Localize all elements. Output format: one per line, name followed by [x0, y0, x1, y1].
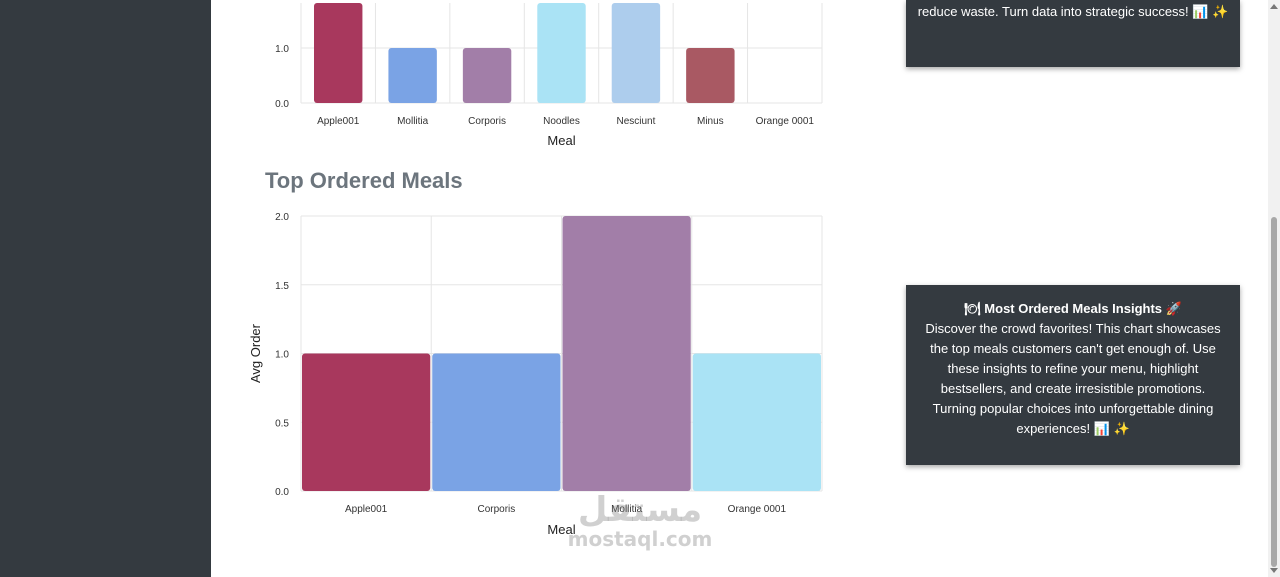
chart0-x-tick-label: Minus [697, 116, 724, 127]
insight-card-top: reduce waste. Turn data into strategic s… [906, 0, 1240, 67]
chart0-x-tick-label: Noodles [543, 116, 580, 127]
chart1-y-tick-label: 0.0 [275, 487, 289, 498]
chart1-y-axis-title: Avg Order [248, 323, 263, 383]
chart1-bar-orange-0001 [692, 353, 821, 491]
chart0-bar-noodles [537, 3, 586, 103]
mostaql-watermark: مستقل mostaql.com [560, 492, 720, 550]
chart0-bar-minus [686, 48, 735, 103]
chart0-bar-nesciunt [611, 3, 661, 103]
chart-title-top-ordered-meals: Top Ordered Meals [265, 168, 463, 193]
chart0-x-tick-label: Orange 0001 [756, 116, 815, 127]
chart0-x-tick-label: Mollitia [397, 116, 429, 127]
watermark-latin: mostaql.com [567, 527, 713, 551]
chart0-y-tick-label: 1.0 [275, 44, 289, 55]
scrollbar-thumb[interactable] [1271, 217, 1277, 567]
scroll-up-arrow-icon[interactable] [1270, 4, 1278, 9]
chart1-bar-corporis [432, 353, 561, 491]
chart1-x-axis-title: Meal [547, 522, 575, 537]
insight-card-top-text: reduce waste. Turn data into strategic s… [917, 4, 1229, 19]
page-scrollbar[interactable] [1268, 0, 1280, 577]
scroll-down-arrow-icon[interactable] [1270, 568, 1278, 573]
chart1-y-tick-label: 1.5 [275, 281, 289, 292]
insights-title: 🍽 Most Ordered Meals Insights 🚀 [964, 301, 1182, 316]
watermark-arabic: مستقل [577, 490, 703, 530]
chart0-x-axis-title: Meal [547, 133, 575, 148]
chart1-x-tick-label: Corporis [477, 504, 515, 515]
chart1-x-tick-label: Orange 0001 [728, 504, 787, 515]
chart1-bar-apple001 [302, 353, 431, 491]
chart1-bar-mollitia [562, 216, 691, 491]
chart1-y-tick-label: 1.0 [275, 350, 289, 361]
chart0-x-tick-label: Apple001 [317, 116, 360, 127]
chart0-bar-mollitia [388, 48, 437, 103]
insights-body: Discover the crowd favorites! This chart… [925, 321, 1221, 436]
chart0-x-tick-label: Nesciunt [616, 116, 655, 127]
sidebar [0, 0, 211, 577]
most-ordered-insights-card: 🍽 Most Ordered Meals Insights 🚀 Discover… [906, 285, 1240, 465]
chart1-x-tick-label: Mollitia [611, 504, 643, 515]
chart0-y-tick-label: 0.0 [275, 99, 289, 110]
chart0-x-tick-label: Corporis [468, 116, 506, 127]
chart0-bar-apple001 [314, 3, 363, 103]
chart1-y-tick-label: 2.0 [275, 212, 289, 223]
chart1-y-tick-label: 0.5 [275, 418, 289, 429]
chart1-x-tick-label: Apple001 [345, 504, 388, 515]
chart0-bar-corporis [462, 48, 512, 103]
